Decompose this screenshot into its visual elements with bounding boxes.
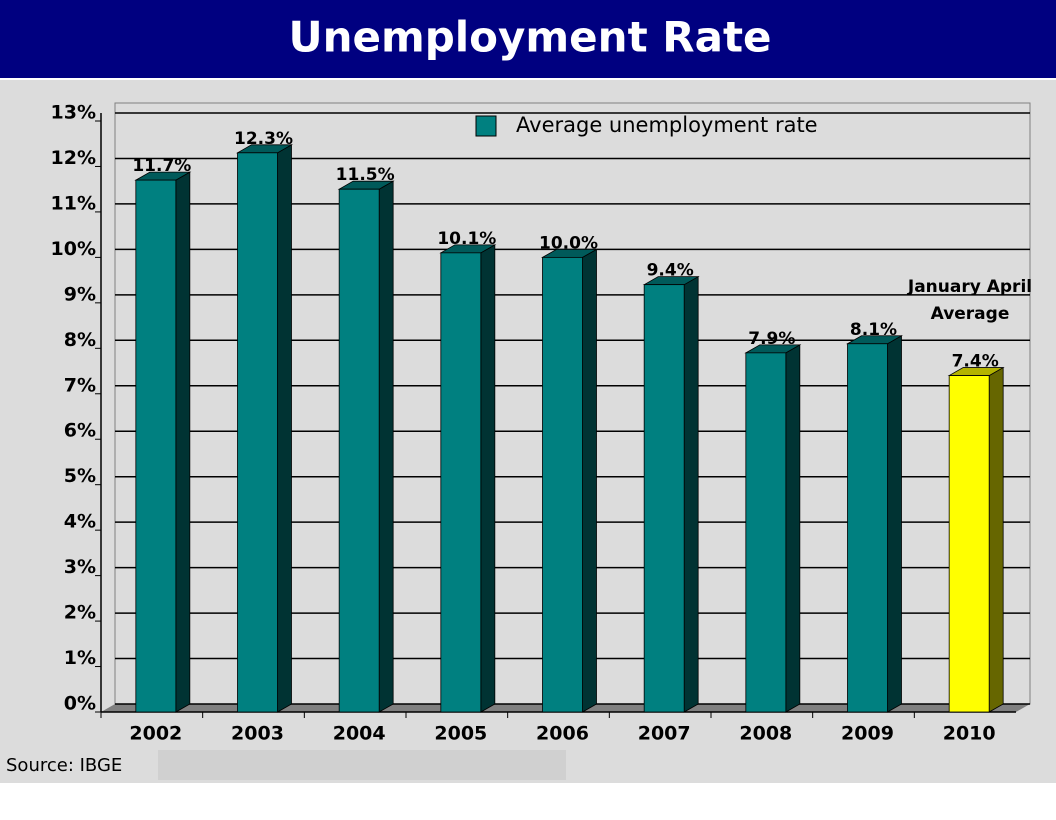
y-tick-label: 12% xyxy=(51,147,96,169)
x-tick-label: 2007 xyxy=(638,723,691,745)
y-tick-label: 7% xyxy=(64,374,96,396)
x-tick-label: 2010 xyxy=(943,723,996,745)
x-tick-label: 2008 xyxy=(739,723,792,745)
value-label: 7.9% xyxy=(748,329,795,349)
y-tick-label: 8% xyxy=(64,329,96,351)
bar-side xyxy=(277,144,292,713)
legend-swatch xyxy=(475,115,497,137)
bar-side xyxy=(378,180,394,713)
bar xyxy=(847,343,888,713)
value-label: 11.7% xyxy=(132,156,191,176)
bar xyxy=(542,256,583,713)
x-tick-label: 2005 xyxy=(434,723,487,745)
bar xyxy=(643,284,685,713)
legend-label: Average unemployment rate xyxy=(516,113,818,137)
y-tick-label: 13% xyxy=(51,102,96,124)
bar xyxy=(135,179,177,713)
source-note: Source: IBGE xyxy=(6,755,122,776)
y-tick-label: 5% xyxy=(64,465,96,487)
y-tick-label: 6% xyxy=(64,420,96,442)
x-tick-label: 2002 xyxy=(129,723,182,745)
value-label: 9.4% xyxy=(647,261,694,281)
value-label: 12.3% xyxy=(234,129,293,149)
x-tick-label: 2004 xyxy=(333,723,386,745)
bar-side xyxy=(887,335,902,713)
y-tick-label: 0% xyxy=(64,693,96,715)
annotation: January April xyxy=(907,277,1032,297)
annotation: Average xyxy=(931,304,1010,324)
bar xyxy=(440,252,482,713)
chart-title: Unemployment Rate xyxy=(288,13,771,62)
y-tick-label: 11% xyxy=(51,192,96,214)
bar-side xyxy=(683,275,699,713)
value-label: 8.1% xyxy=(850,320,897,340)
y-tick-label: 4% xyxy=(64,511,96,533)
redacted-box xyxy=(158,750,566,780)
y-tick-label: 3% xyxy=(64,556,96,578)
value-label: 7.4% xyxy=(952,352,999,372)
bar xyxy=(338,188,380,713)
x-tick-label: 2003 xyxy=(231,723,284,745)
x-tick-label: 2006 xyxy=(536,723,589,745)
y-tick-label: 2% xyxy=(64,602,96,624)
y-tick-label: 1% xyxy=(64,647,96,669)
bar xyxy=(948,375,990,713)
y-tick-label: 10% xyxy=(51,238,96,260)
x-tick-label: 2009 xyxy=(841,723,894,745)
bar-side xyxy=(480,244,496,713)
bar-side xyxy=(785,344,801,713)
y-tick-label: 9% xyxy=(64,283,96,305)
bar xyxy=(237,152,278,713)
header-band xyxy=(0,0,1056,78)
value-label: 11.5% xyxy=(336,165,395,185)
bar-side xyxy=(988,366,1004,713)
value-label: 10.0% xyxy=(539,233,598,253)
bar-side xyxy=(175,171,191,713)
bar-side xyxy=(582,248,597,713)
bar xyxy=(745,352,787,713)
value-label: 10.1% xyxy=(437,229,496,249)
